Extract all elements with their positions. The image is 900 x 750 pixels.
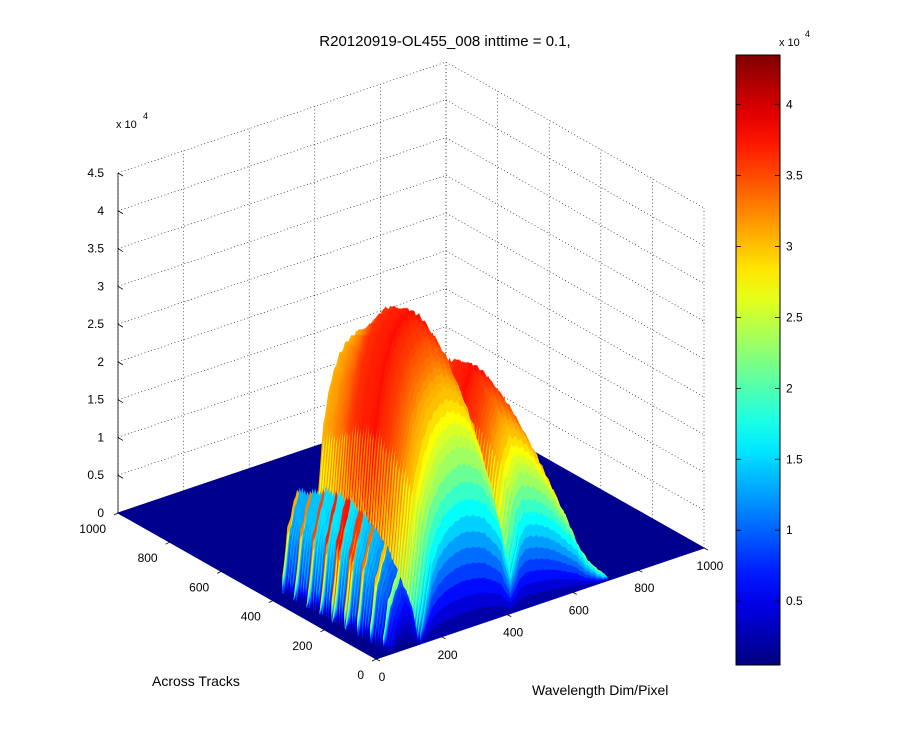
surface-band bbox=[390, 641, 417, 654]
y-axis-label: Across Tracks bbox=[152, 673, 240, 689]
z-tick-mark bbox=[117, 323, 124, 328]
y-tick-label: 1000 bbox=[79, 522, 106, 536]
colorbar-tick-label: 2 bbox=[786, 381, 793, 395]
x-tick-mark bbox=[375, 658, 381, 662]
z-tick-label: 4.5 bbox=[87, 166, 104, 180]
surface-plot bbox=[282, 305, 608, 654]
y-tick-mark bbox=[320, 629, 325, 633]
x-tick-label: 200 bbox=[438, 648, 458, 662]
y-tick-mark bbox=[113, 512, 119, 516]
colorbar-tick-label: 0.5 bbox=[786, 594, 803, 608]
z-tick-label: 3 bbox=[97, 279, 104, 293]
x-tick-mark bbox=[441, 636, 446, 640]
z-tick-label: 1 bbox=[97, 430, 104, 444]
colorbar: 0.5 1 1.5 2 2.5 3 3.5 4 x 10 4 bbox=[735, 29, 810, 666]
colorbar-tick-label: 2.5 bbox=[786, 310, 803, 324]
x-tick-mark bbox=[703, 547, 709, 551]
z-tick-label: 0 bbox=[97, 506, 104, 520]
grid-line bbox=[117, 99, 705, 247]
x-tick-label: 800 bbox=[634, 581, 654, 595]
x-tick-mark bbox=[507, 614, 512, 617]
x-tick-label: 400 bbox=[503, 626, 523, 640]
z-axis-multiplier: x 10 bbox=[116, 119, 137, 131]
colorbar-ticks: 0.5 1 1.5 2 2.5 3 3.5 4 bbox=[736, 98, 803, 608]
grid-line bbox=[117, 174, 705, 322]
colorbar-multiplier-exponent: 4 bbox=[805, 29, 810, 39]
z-tick-label: 1.5 bbox=[87, 393, 104, 407]
z-tick-label: 3.5 bbox=[87, 242, 104, 256]
colorbar-tick-label: 3 bbox=[786, 240, 793, 254]
y-tick-label: 600 bbox=[189, 580, 209, 594]
z-tick-mark bbox=[117, 361, 124, 366]
z-tick-mark bbox=[117, 210, 124, 215]
z-tick-mark bbox=[117, 474, 124, 479]
y-tick-mark bbox=[268, 600, 273, 603]
grid-line bbox=[117, 137, 705, 284]
colorbar-tick-label: 1.5 bbox=[786, 452, 803, 466]
colorbar-tick-label: 4 bbox=[786, 98, 793, 112]
z-tick-mark bbox=[117, 172, 124, 177]
z-tick-label: 4 bbox=[97, 204, 104, 218]
z-tick-mark bbox=[117, 285, 124, 290]
y-tick-label: 400 bbox=[241, 610, 261, 624]
x-tick-mark bbox=[638, 569, 643, 573]
colorbar-tick-label: 1 bbox=[786, 523, 793, 537]
z-tick-label: 0.5 bbox=[87, 468, 104, 482]
x-axis-label: Wavelength Dim/Pixel bbox=[532, 682, 668, 698]
z-tick-label: 2 bbox=[97, 355, 104, 369]
axis-ticks: 0 200 400 600 800 1000 0 200 400 600 800 1000 0 0.5 1 1… bbox=[79, 166, 723, 684]
y-tick-mark bbox=[165, 541, 170, 545]
surface-band bbox=[420, 580, 608, 644]
y-tick-label: 200 bbox=[292, 639, 312, 653]
z-axis-multiplier-exponent: 4 bbox=[143, 111, 148, 121]
x-tick-label: 1000 bbox=[697, 559, 724, 573]
chart-title: R20120919-OL455_008 inttime = 0.1, bbox=[319, 33, 570, 50]
x-tick-label: 0 bbox=[379, 670, 386, 684]
z-tick-mark bbox=[117, 399, 124, 404]
z-tick-label: 2.5 bbox=[87, 317, 104, 331]
z-tick-mark bbox=[117, 512, 124, 517]
x-tick-mark bbox=[572, 592, 577, 595]
y-tick-label: 800 bbox=[138, 551, 158, 565]
z-tick-mark bbox=[117, 248, 124, 252]
y-tick-label: 0 bbox=[357, 668, 364, 682]
colorbar-multiplier: x 10 bbox=[779, 37, 800, 49]
y-tick-mark bbox=[371, 658, 377, 662]
x-tick-label: 600 bbox=[569, 603, 589, 617]
colorbar-tick-label: 3.5 bbox=[786, 169, 803, 183]
z-tick-mark bbox=[117, 437, 124, 441]
y-tick-mark bbox=[217, 571, 222, 574]
grid-line bbox=[117, 61, 705, 209]
colorbar-gradient bbox=[735, 54, 781, 666]
